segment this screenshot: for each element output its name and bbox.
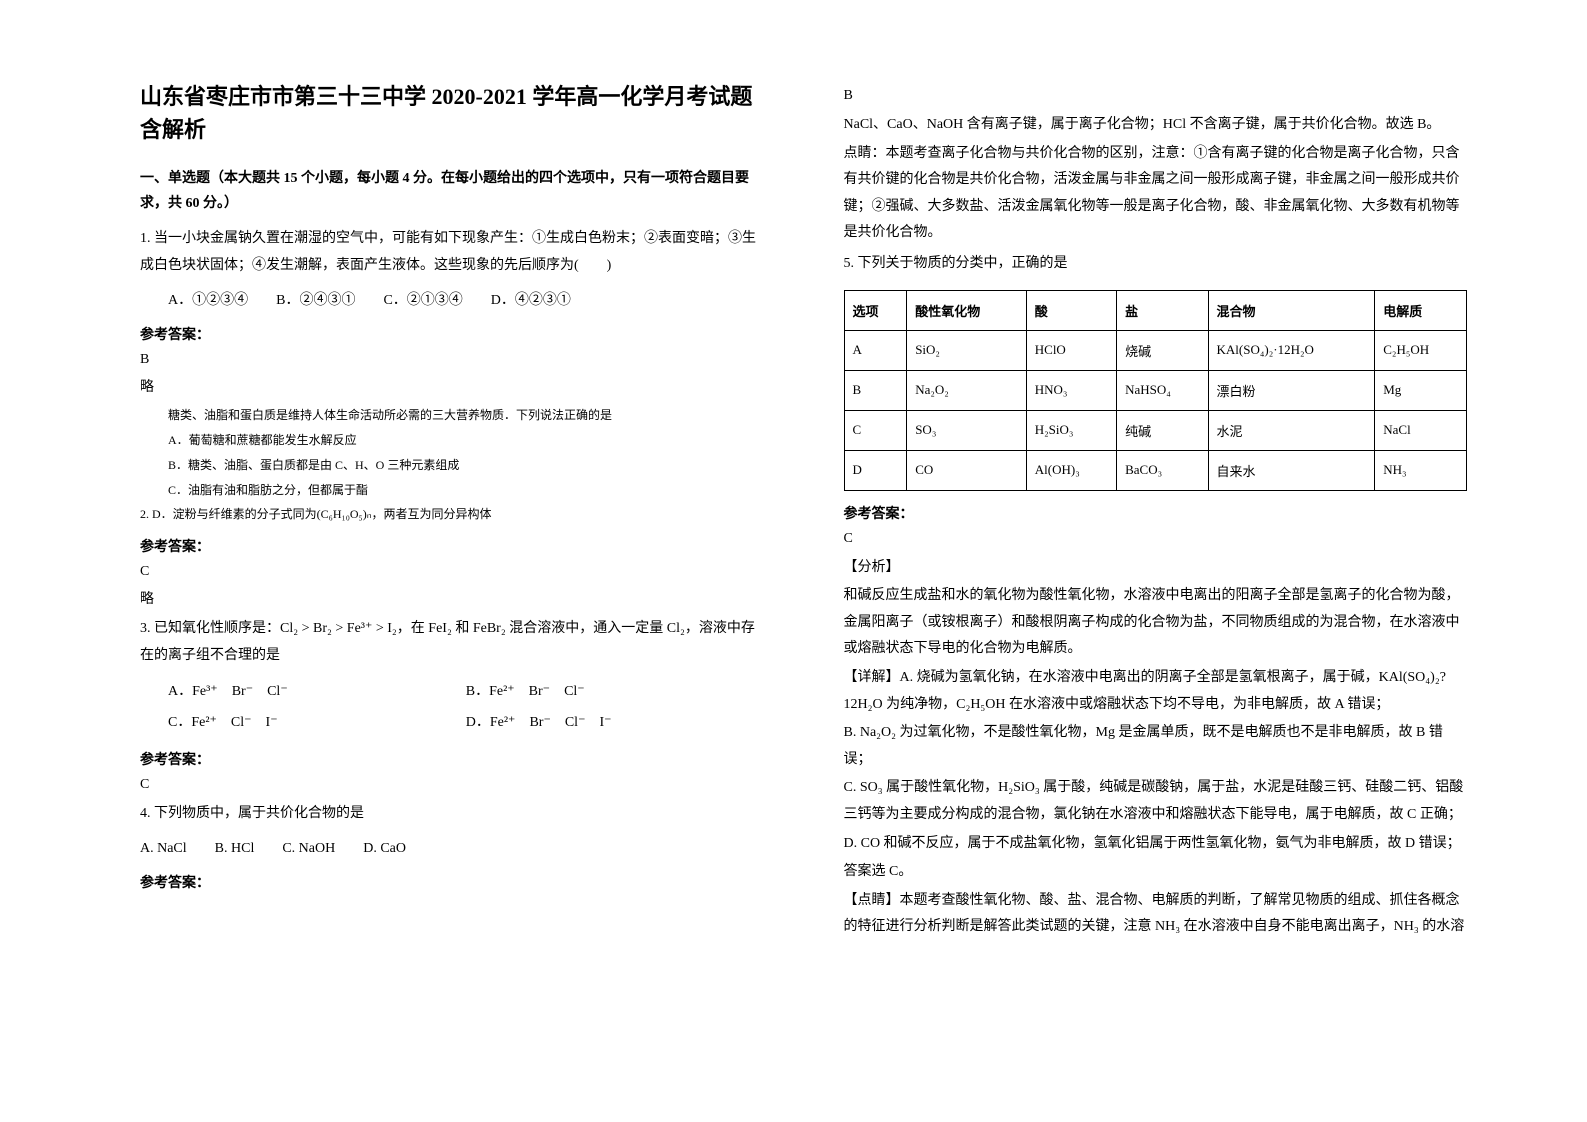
section-1-heading: 一、单选题（本大题共 15 个小题，每小题 4 分。在每小题给出的四个选项中，只… [140, 166, 764, 216]
q5-answer: C [844, 531, 1468, 547]
left-column: 山东省枣庄市市第三十三中学 2020-2021 学年高一化学月考试题含解析 一、… [120, 80, 804, 1082]
table-cell: HNO₃ [1026, 370, 1116, 410]
table-cell: 烧碱 [1117, 330, 1208, 370]
q4-stem: 4. 下列物质中，属于共价化合物的是 [140, 801, 764, 828]
q3-options-row1: A．Fe³⁺ Br⁻ Cl⁻ B．Fe²⁺ Br⁻ Cl⁻ [140, 677, 764, 708]
q5-detail-D: D. CO 和碱不反应，属于不成盐氧化物，氢氧化铝属于两性氢氧化物，氨气为非电解… [844, 831, 1468, 858]
q5-table: 选项 酸性氧化物 酸 盐 混合物 电解质 ASiO₂HClO烧碱KAl(SO₄)… [844, 290, 1468, 491]
table-cell: 纯碱 [1117, 410, 1208, 450]
q5-th-1: 酸性氧化物 [907, 290, 1027, 330]
q4-answer-label: 参考答案： [140, 872, 764, 892]
q5-detail-B: B. Na₂O₂ 为过氧化物，不是酸性氧化物，Mg 是金属单质，既不是电解质也不… [844, 720, 1468, 773]
q3-stem: 3. 已知氧化性顺序是：Cl₂ > Br₂ > Fe³⁺ > I₂，在 FeI₂… [140, 616, 764, 669]
q5-tbody: ASiO₂HClO烧碱KAl(SO₄)₂·12H₂OC₂H₅OHBNa₂O₂HN… [844, 330, 1467, 490]
q3-optD: D．Fe²⁺ Br⁻ Cl⁻ I⁻ [466, 708, 764, 739]
q5-dianjing: 【点睛】本题考查酸性氧化物、酸、盐、混合物、电解质的判断，了解常见物质的组成、抓… [844, 888, 1468, 941]
q5-conclusion: 答案选 C。 [844, 859, 1468, 886]
q5-analysis: 和碱反应生成盐和水的氧化物为酸性氧化物，水溶液中电离出的阳离子全部是氢离子的化合… [844, 583, 1468, 663]
q1-answer: B [140, 352, 764, 368]
q2-optA: A．葡萄糖和蔗糖都能发生水解反应 [140, 429, 764, 452]
q1-options: A．①②③④ B．②④③① C．②①③④ D．④②③① [140, 288, 764, 315]
q5-detail-C: C. SO₃ 属于酸性氧化物，H₂SiO₃ 属于酸，纯碱是碳酸钠，属于盐，水泥是… [844, 775, 1468, 828]
q2-lead: 糖类、油脂和蛋白质是维持人体生命活动所必需的三大营养物质．下列说法正确的是 [140, 404, 764, 427]
table-cell: BaCO₃ [1117, 450, 1208, 490]
q3-optC: C．Fe²⁺ Cl⁻ I⁻ [168, 708, 466, 739]
q1-stem: 1. 当一小块金属钠久置在潮湿的空气中，可能有如下现象产生：①生成白色粉末；②表… [140, 226, 764, 279]
q2-optC: C．油脂有油和脂肪之分，但都属于酯 [140, 479, 764, 502]
q3-answer-label: 参考答案： [140, 749, 764, 769]
table-cell: SO₃ [907, 410, 1027, 450]
table-row: BNa₂O₂HNO₃NaHSO₄漂白粉Mg [844, 370, 1467, 410]
q2-num: 2. [140, 507, 152, 521]
q5-dianjing-label: 【点睛】 [844, 893, 900, 908]
q3-options-row2: C．Fe²⁺ Cl⁻ I⁻ D．Fe²⁺ Br⁻ Cl⁻ I⁻ [140, 708, 764, 739]
table-cell: 漂白粉 [1208, 370, 1375, 410]
q5-detail-A: A. 烧碱为氢氧化钠，在水溶液中电离出的阴离子全部是氢氧根离子，属于碱，KAl(… [844, 670, 1446, 712]
q4-explanation: NaCl、CaO、NaOH 含有离子键，属于离子化合物；HCl 不含离子键，属于… [844, 112, 1468, 247]
table-row: ASiO₂HClO烧碱KAl(SO₄)₂·12H₂OC₂H₅OH [844, 330, 1467, 370]
table-cell: NaHSO₄ [1117, 370, 1208, 410]
table-cell: Mg [1375, 370, 1467, 410]
q2-note: 略 [140, 588, 764, 608]
q4-explain-p2: 点睛：本题考查离子化合物与共价化合物的区别，注意：①含有离子键的化合物是离子化合… [844, 141, 1468, 247]
q5-analysis-label: 【分析】 [844, 555, 1468, 582]
table-cell: NH₃ [1375, 450, 1467, 490]
right-column: B NaCl、CaO、NaOH 含有离子键，属于离子化合物；HCl 不含离子键，… [804, 80, 1488, 1082]
q3-optB: B．Fe²⁺ Br⁻ Cl⁻ [466, 677, 764, 708]
q5-th-5: 电解质 [1375, 290, 1467, 330]
table-cell: 水泥 [1208, 410, 1375, 450]
q2-optD: 2. D．淀粉与纤维素的分子式同为(C₆H₁₀O₅)ₙ，两者互为同分异构体 [140, 503, 764, 526]
table-cell: KAl(SO₄)₂·12H₂O [1208, 330, 1375, 370]
q2-optD-text: D．淀粉与纤维素的分子式同为(C₆H₁₀O₅)ₙ，两者互为同分异构体 [152, 507, 492, 521]
q1-answer-label: 参考答案： [140, 324, 764, 344]
table-cell: CO [907, 450, 1027, 490]
q2-answer: C [140, 564, 764, 580]
q5-th-4: 混合物 [1208, 290, 1375, 330]
table-cell: C [844, 410, 907, 450]
table-cell: H₂SiO₃ [1026, 410, 1116, 450]
table-cell: SiO₂ [907, 330, 1027, 370]
q5-stem: 5. 下列关于物质的分类中，正确的是 [844, 251, 1468, 278]
q5-detail: 【详解】A. 烧碱为氢氧化钠，在水溶液中电离出的阴离子全部是氢氧根离子，属于碱，… [844, 665, 1468, 718]
q3-optA: A．Fe³⁺ Br⁻ Cl⁻ [168, 677, 466, 708]
q2-optB: B．糖类、油脂、蛋白质都是由 C、H、O 三种元素组成 [140, 454, 764, 477]
table-cell: Al(OH)₃ [1026, 450, 1116, 490]
q4-explain-p1: NaCl、CaO、NaOH 含有离子键，属于离子化合物；HCl 不含离子键，属于… [844, 112, 1468, 139]
table-cell: C₂H₅OH [1375, 330, 1467, 370]
q5-detail-label: 【详解】 [844, 670, 900, 685]
exam-title: 山东省枣庄市市第三十三中学 2020-2021 学年高一化学月考试题含解析 [140, 80, 764, 146]
q3-answer: C [140, 777, 764, 793]
q5-explanation: 【分析】 和碱反应生成盐和水的氧化物为酸性氧化物，水溶液中电离出的阳离子全部是氢… [844, 555, 1468, 941]
q5-answer-label: 参考答案： [844, 503, 1468, 523]
table-row: CSO₃H₂SiO₃纯碱水泥NaCl [844, 410, 1467, 450]
q4-answer: B [844, 88, 1468, 104]
table-cell: B [844, 370, 907, 410]
q2-answer-label: 参考答案： [140, 536, 764, 556]
table-cell: Na₂O₂ [907, 370, 1027, 410]
table-cell: A [844, 330, 907, 370]
q1-note: 略 [140, 376, 764, 396]
q5-th-0: 选项 [844, 290, 907, 330]
table-cell: HClO [1026, 330, 1116, 370]
q4-options: A. NaCl B. HCl C. NaOH D. CaO [140, 836, 764, 863]
table-cell: D [844, 450, 907, 490]
q5-th-2: 酸 [1026, 290, 1116, 330]
q5-dianjing-text: 本题考查酸性氧化物、酸、盐、混合物、电解质的判断，了解常见物质的组成、抓住各概念… [844, 893, 1465, 935]
table-row: DCOAl(OH)₃BaCO₃自来水NH₃ [844, 450, 1467, 490]
q5-th-3: 盐 [1117, 290, 1208, 330]
table-cell: NaCl [1375, 410, 1467, 450]
q5-table-header: 选项 酸性氧化物 酸 盐 混合物 电解质 [844, 290, 1467, 330]
q2-block: 糖类、油脂和蛋白质是维持人体生命活动所必需的三大营养物质．下列说法正确的是 A．… [140, 404, 764, 526]
table-cell: 自来水 [1208, 450, 1375, 490]
